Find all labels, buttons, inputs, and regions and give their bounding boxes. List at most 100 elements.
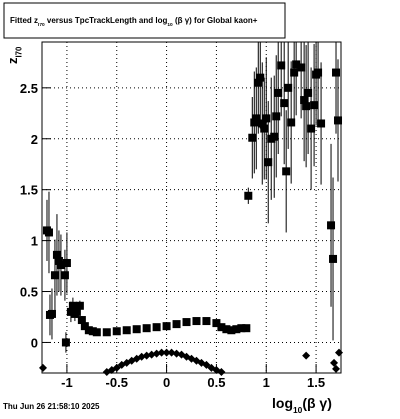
data-point bbox=[314, 68, 323, 77]
data-point bbox=[50, 271, 59, 280]
data-point bbox=[157, 348, 166, 357]
data-point bbox=[332, 364, 341, 373]
x-axis-label: log10(β γ) bbox=[272, 395, 332, 414]
y-axis-label-part: z bbox=[5, 57, 20, 64]
data-point bbox=[258, 119, 267, 128]
data-point bbox=[335, 348, 344, 357]
data-point bbox=[182, 318, 191, 327]
data-point bbox=[260, 124, 269, 133]
data-point bbox=[112, 327, 121, 336]
data-point bbox=[297, 63, 306, 72]
data-point bbox=[80, 322, 89, 331]
data-point bbox=[38, 363, 47, 372]
data-point bbox=[330, 358, 339, 367]
y-tick-label: 2 bbox=[31, 132, 38, 147]
data-point bbox=[202, 317, 211, 326]
data-point bbox=[332, 68, 341, 77]
y-tick-label: 1 bbox=[31, 234, 38, 249]
y-tick-label: 0.5 bbox=[20, 285, 38, 300]
data-point bbox=[264, 158, 273, 167]
chart-title-part: (β γ) for Global kaon+ bbox=[173, 16, 258, 25]
data-point bbox=[212, 319, 221, 328]
data-point bbox=[72, 307, 81, 316]
data-point bbox=[142, 324, 151, 333]
data-point bbox=[77, 316, 86, 325]
y-tick-label: 1.5 bbox=[20, 183, 38, 198]
data-point bbox=[242, 324, 251, 333]
chart-title-part: Fitted z bbox=[10, 16, 38, 25]
data-point bbox=[54, 256, 63, 265]
data-point bbox=[282, 167, 291, 176]
data-point bbox=[262, 114, 271, 123]
data-point bbox=[300, 96, 309, 105]
data-point bbox=[310, 101, 319, 110]
data-point bbox=[60, 271, 69, 280]
y-axis-label: zI70 bbox=[5, 46, 24, 64]
data-point bbox=[292, 60, 301, 69]
data-point bbox=[92, 328, 101, 337]
data-point bbox=[274, 88, 283, 97]
chart-title-part: versus TpcTrackLength and log bbox=[45, 16, 168, 25]
data-point bbox=[232, 325, 241, 334]
data-point bbox=[44, 228, 53, 237]
data-point bbox=[75, 301, 84, 310]
data-point bbox=[102, 328, 111, 337]
data-point bbox=[162, 322, 171, 331]
data-point bbox=[248, 133, 257, 142]
y-axis-label-part: I70 bbox=[15, 46, 24, 58]
data-point bbox=[304, 88, 313, 97]
y-tick-label: 2.5 bbox=[20, 81, 38, 96]
x-tick-label: 1 bbox=[263, 375, 270, 390]
data-point bbox=[317, 119, 326, 128]
x-axis-label-part: (β γ) bbox=[302, 395, 332, 411]
x-tick-label: 0.5 bbox=[207, 375, 225, 390]
timestamp: Thu Jun 26 21:58:10 2025 bbox=[3, 402, 100, 411]
data-point bbox=[307, 124, 316, 133]
data-point bbox=[272, 112, 281, 121]
data-point bbox=[162, 348, 171, 357]
data-point bbox=[302, 102, 311, 111]
plot-frame bbox=[41, 41, 342, 374]
data-point bbox=[62, 259, 71, 268]
data-point bbox=[47, 309, 56, 318]
data-point bbox=[287, 118, 296, 127]
chart-title: Fitted zI70 versus TpcTrackLength and lo… bbox=[10, 16, 258, 28]
data-point bbox=[61, 338, 70, 347]
x-axis-label-part: log bbox=[272, 395, 293, 411]
data-point bbox=[222, 325, 231, 334]
data-point bbox=[217, 367, 226, 376]
x-tick-label: -1 bbox=[61, 375, 73, 390]
data-point bbox=[217, 323, 226, 332]
data-point bbox=[252, 114, 261, 123]
chart-title-part: 10 bbox=[167, 22, 173, 28]
data-point bbox=[244, 191, 253, 200]
data-point bbox=[256, 73, 265, 82]
title-box bbox=[3, 2, 286, 39]
data-point bbox=[280, 99, 289, 108]
data-point bbox=[329, 254, 338, 263]
data-point bbox=[68, 301, 77, 310]
data-point bbox=[152, 323, 161, 332]
data-point bbox=[56, 261, 65, 270]
data-point bbox=[334, 116, 343, 125]
data-point bbox=[302, 351, 311, 360]
data-point bbox=[202, 360, 211, 369]
data-point bbox=[237, 324, 246, 333]
data-point bbox=[52, 250, 61, 259]
chart-title-part: I70 bbox=[38, 22, 45, 28]
data-point bbox=[284, 83, 293, 92]
x-axis-label-part: 10 bbox=[293, 405, 303, 414]
data-point bbox=[122, 326, 131, 335]
data-point bbox=[250, 118, 259, 127]
data-point bbox=[112, 363, 121, 372]
data-point bbox=[290, 68, 299, 77]
data-point bbox=[132, 325, 141, 334]
y-tick-label: 0 bbox=[31, 335, 38, 350]
data-point bbox=[192, 317, 201, 326]
data-point bbox=[327, 221, 336, 230]
data-point bbox=[277, 61, 286, 70]
x-tick-label: 0 bbox=[163, 375, 170, 390]
data-point bbox=[172, 320, 181, 329]
x-tick-label: -0.5 bbox=[106, 375, 128, 390]
